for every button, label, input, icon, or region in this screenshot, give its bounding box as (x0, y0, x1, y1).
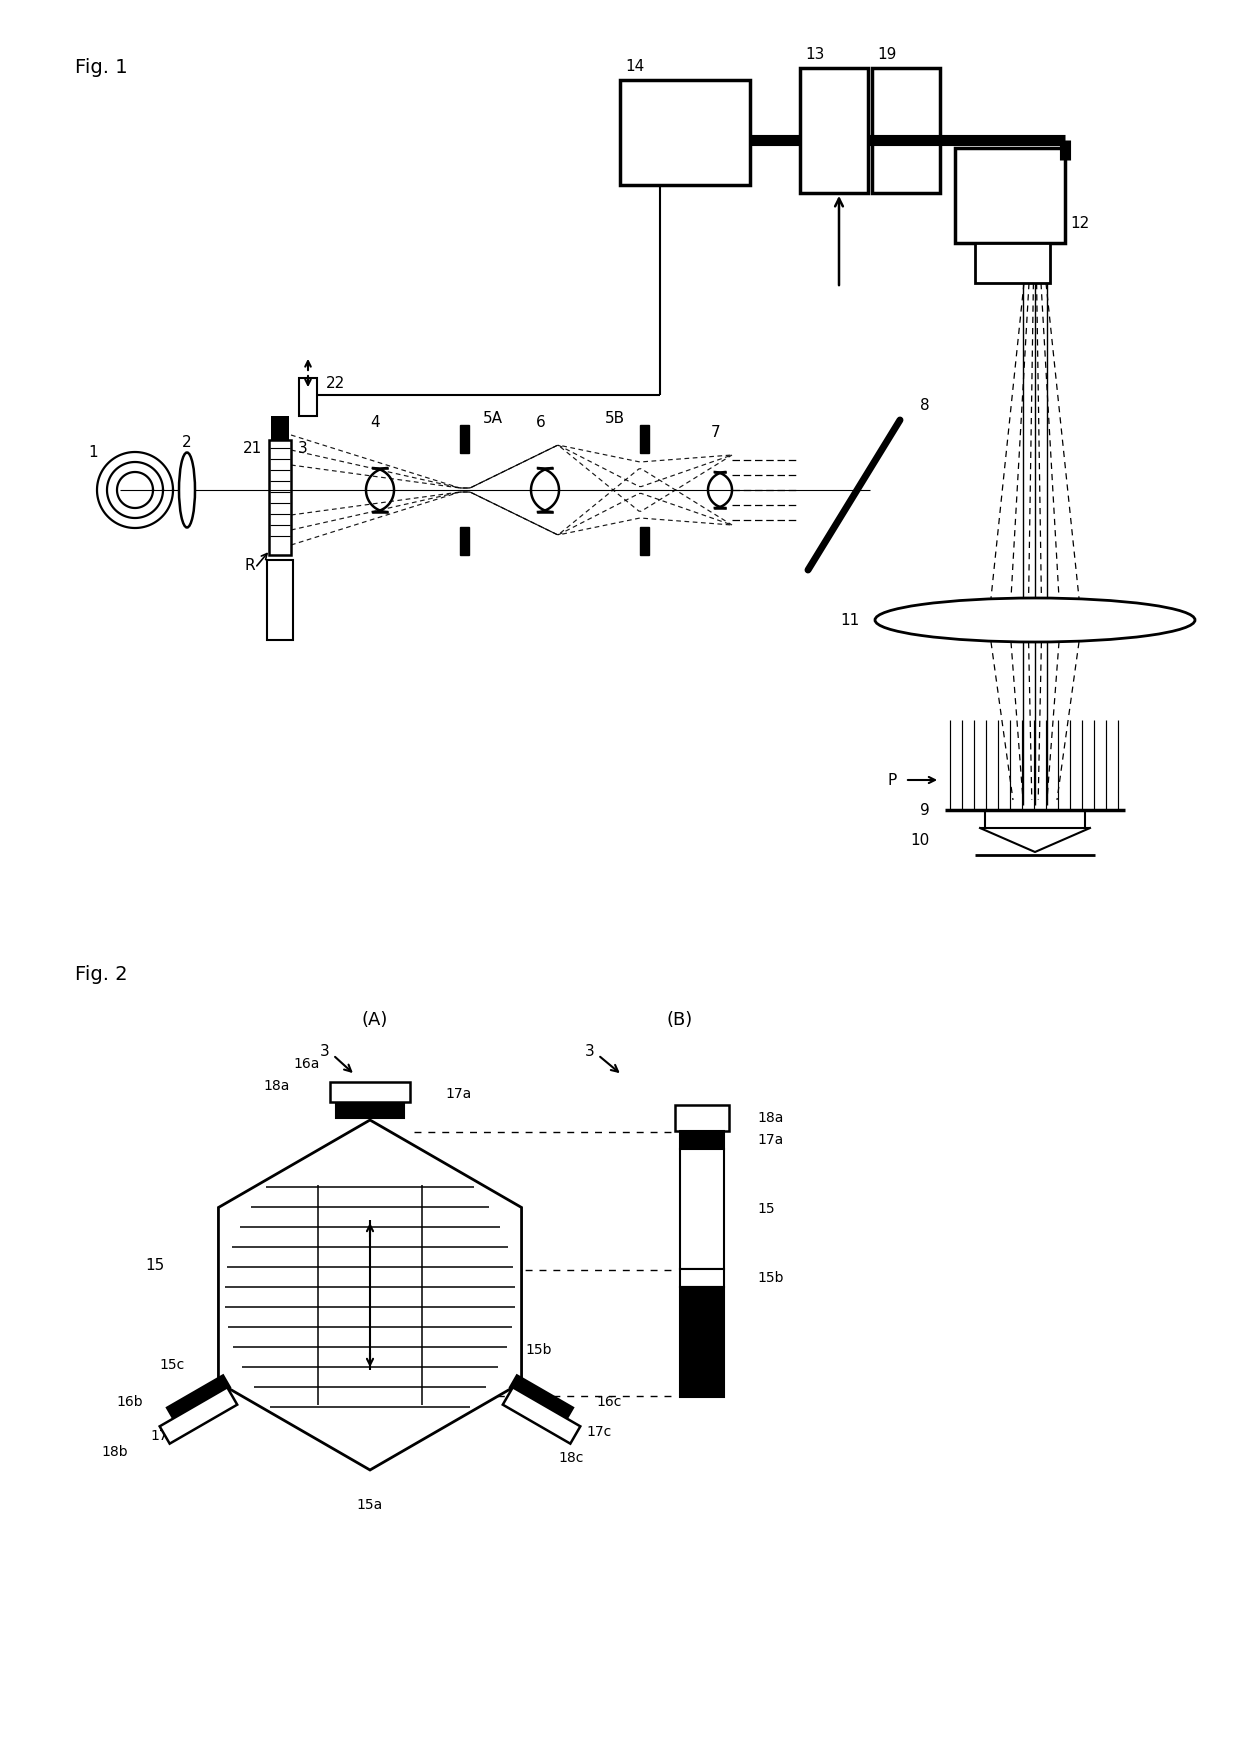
Text: 22: 22 (326, 375, 345, 391)
Text: 12: 12 (1070, 215, 1089, 231)
Text: 4: 4 (371, 415, 379, 429)
Text: 16b: 16b (117, 1396, 144, 1410)
Text: (A): (A) (362, 1010, 388, 1030)
Bar (330, 1082, 410, 1102)
Text: 11: 11 (841, 612, 861, 628)
Text: P: P (888, 773, 897, 787)
Text: 18c: 18c (559, 1450, 584, 1464)
Text: 17a: 17a (445, 1088, 471, 1102)
Text: 17c: 17c (587, 1426, 611, 1440)
Text: 18a: 18a (756, 1111, 784, 1125)
Bar (800, 69, 868, 194)
Bar (640, 526, 649, 554)
Text: 3: 3 (320, 1044, 330, 1060)
Bar (267, 560, 293, 641)
Text: 18b: 18b (102, 1445, 129, 1459)
Bar (680, 1287, 724, 1397)
Text: 16c: 16c (596, 1396, 622, 1410)
Text: 5A: 5A (484, 410, 503, 426)
Polygon shape (502, 1387, 580, 1443)
Text: 18a: 18a (264, 1079, 290, 1093)
Text: Fig. 2: Fig. 2 (74, 964, 128, 984)
Bar (269, 440, 291, 554)
Ellipse shape (179, 452, 195, 528)
Polygon shape (160, 1387, 237, 1443)
Polygon shape (510, 1375, 573, 1420)
Bar (872, 69, 940, 194)
Ellipse shape (875, 598, 1195, 642)
Bar (640, 424, 649, 452)
Polygon shape (218, 1119, 522, 1470)
Bar (460, 424, 469, 452)
Bar (680, 1132, 724, 1149)
Text: 15b: 15b (525, 1343, 552, 1357)
Text: 15a: 15a (357, 1498, 383, 1512)
Text: Fig. 1: Fig. 1 (74, 58, 128, 77)
Text: 5B: 5B (605, 410, 625, 426)
Bar (955, 148, 1065, 243)
Text: 17b: 17b (150, 1429, 176, 1443)
Text: 21: 21 (243, 440, 262, 456)
Bar (620, 79, 750, 185)
Bar (975, 243, 1050, 283)
Bar (336, 1102, 404, 1118)
Text: 10: 10 (910, 832, 930, 848)
Text: (B): (B) (667, 1010, 693, 1030)
Bar (460, 526, 469, 554)
Bar (675, 1105, 729, 1132)
Bar (299, 378, 317, 415)
Text: 15: 15 (756, 1202, 775, 1216)
Text: R: R (246, 558, 255, 572)
Text: 15b: 15b (756, 1271, 784, 1285)
Text: 16a: 16a (294, 1058, 320, 1072)
Text: 8: 8 (920, 398, 930, 412)
Text: 2: 2 (182, 435, 192, 449)
Text: 1: 1 (88, 445, 98, 459)
Text: 15: 15 (146, 1257, 165, 1272)
Text: 14: 14 (625, 58, 645, 74)
Text: 3: 3 (585, 1044, 595, 1060)
Polygon shape (167, 1375, 231, 1420)
Text: 15c: 15c (160, 1359, 185, 1373)
Bar (272, 415, 289, 440)
Text: 7: 7 (712, 424, 720, 440)
Text: 17a: 17a (756, 1133, 784, 1148)
Text: 3: 3 (298, 440, 308, 456)
Text: 13: 13 (805, 46, 825, 62)
Bar (680, 1269, 724, 1287)
Text: 19: 19 (877, 46, 897, 62)
Text: 6: 6 (536, 415, 546, 429)
Bar (680, 1149, 724, 1269)
Text: 9: 9 (920, 803, 930, 817)
